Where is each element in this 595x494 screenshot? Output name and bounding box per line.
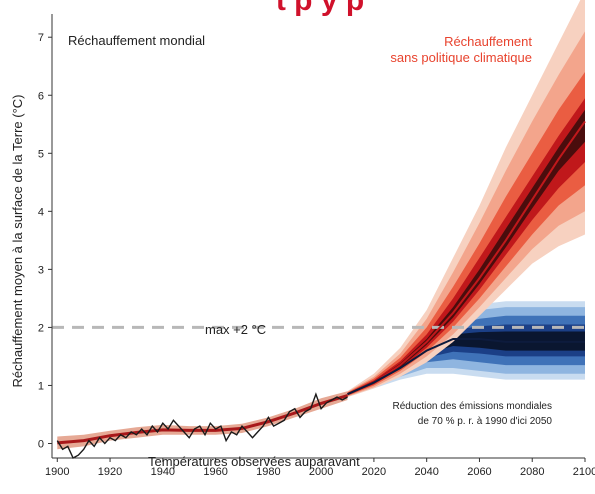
x-tick-label: 1960 <box>203 466 227 478</box>
y-tick-label: 6 <box>38 90 44 102</box>
threshold-label: max +2 °C <box>205 322 266 337</box>
observed-label: Températures observées auparavant <box>148 454 360 469</box>
reduction-median-line <box>347 338 585 396</box>
median-lines <box>347 120 586 396</box>
x-tick-label: 2020 <box>362 466 386 478</box>
x-tick-label: 1920 <box>98 466 122 478</box>
y-tick-label: 1 <box>38 380 44 392</box>
reduction-label-line1: Réduction des émissions mondiales <box>392 401 552 412</box>
chart-title: Réchauffement mondial <box>68 33 205 48</box>
x-tick-label: 1980 <box>256 466 280 478</box>
x-tick-label: 1900 <box>45 466 69 478</box>
y-tick-label: 7 <box>38 32 44 44</box>
x-tick-label: 2080 <box>520 466 544 478</box>
x-tick-label: 2060 <box>467 466 491 478</box>
header-cut-text: t p y p <box>276 0 364 17</box>
reduction-band-4 <box>347 331 585 395</box>
y-ticks: 0 1 2 3 4 5 6 7 <box>38 32 52 450</box>
y-tick-label: 0 <box>38 438 44 450</box>
no-policy-label-line1: Réchauffement <box>444 34 532 49</box>
x-ticks: 1900 1920 1940 1960 1980 2000 2020 2040 2060 2080… <box>45 458 595 478</box>
x-tick-label: 1940 <box>151 466 175 478</box>
historical-band <box>57 391 348 450</box>
observed-series <box>56 392 348 459</box>
x-tick-label: 2000 <box>309 466 333 478</box>
x-tick-label: 2040 <box>414 466 438 478</box>
y-tick-label: 3 <box>38 264 44 276</box>
y-tick-label: 2 <box>38 322 44 334</box>
no-policy-median-line <box>347 120 586 396</box>
y-axis-label: Réchauffement moyen à la surface de la T… <box>10 94 25 387</box>
y-tick-label: 4 <box>38 206 44 218</box>
y-tick-label: 5 <box>38 148 44 160</box>
no-policy-label-line2: sans politique climatique <box>390 50 532 65</box>
x-tick-label: 2100 <box>573 466 595 478</box>
observed-line <box>56 392 348 459</box>
historical-band-area <box>57 391 348 450</box>
reduction-label-line2: de 70 % p. r. à 1990 d'ici 2050 <box>418 416 553 427</box>
